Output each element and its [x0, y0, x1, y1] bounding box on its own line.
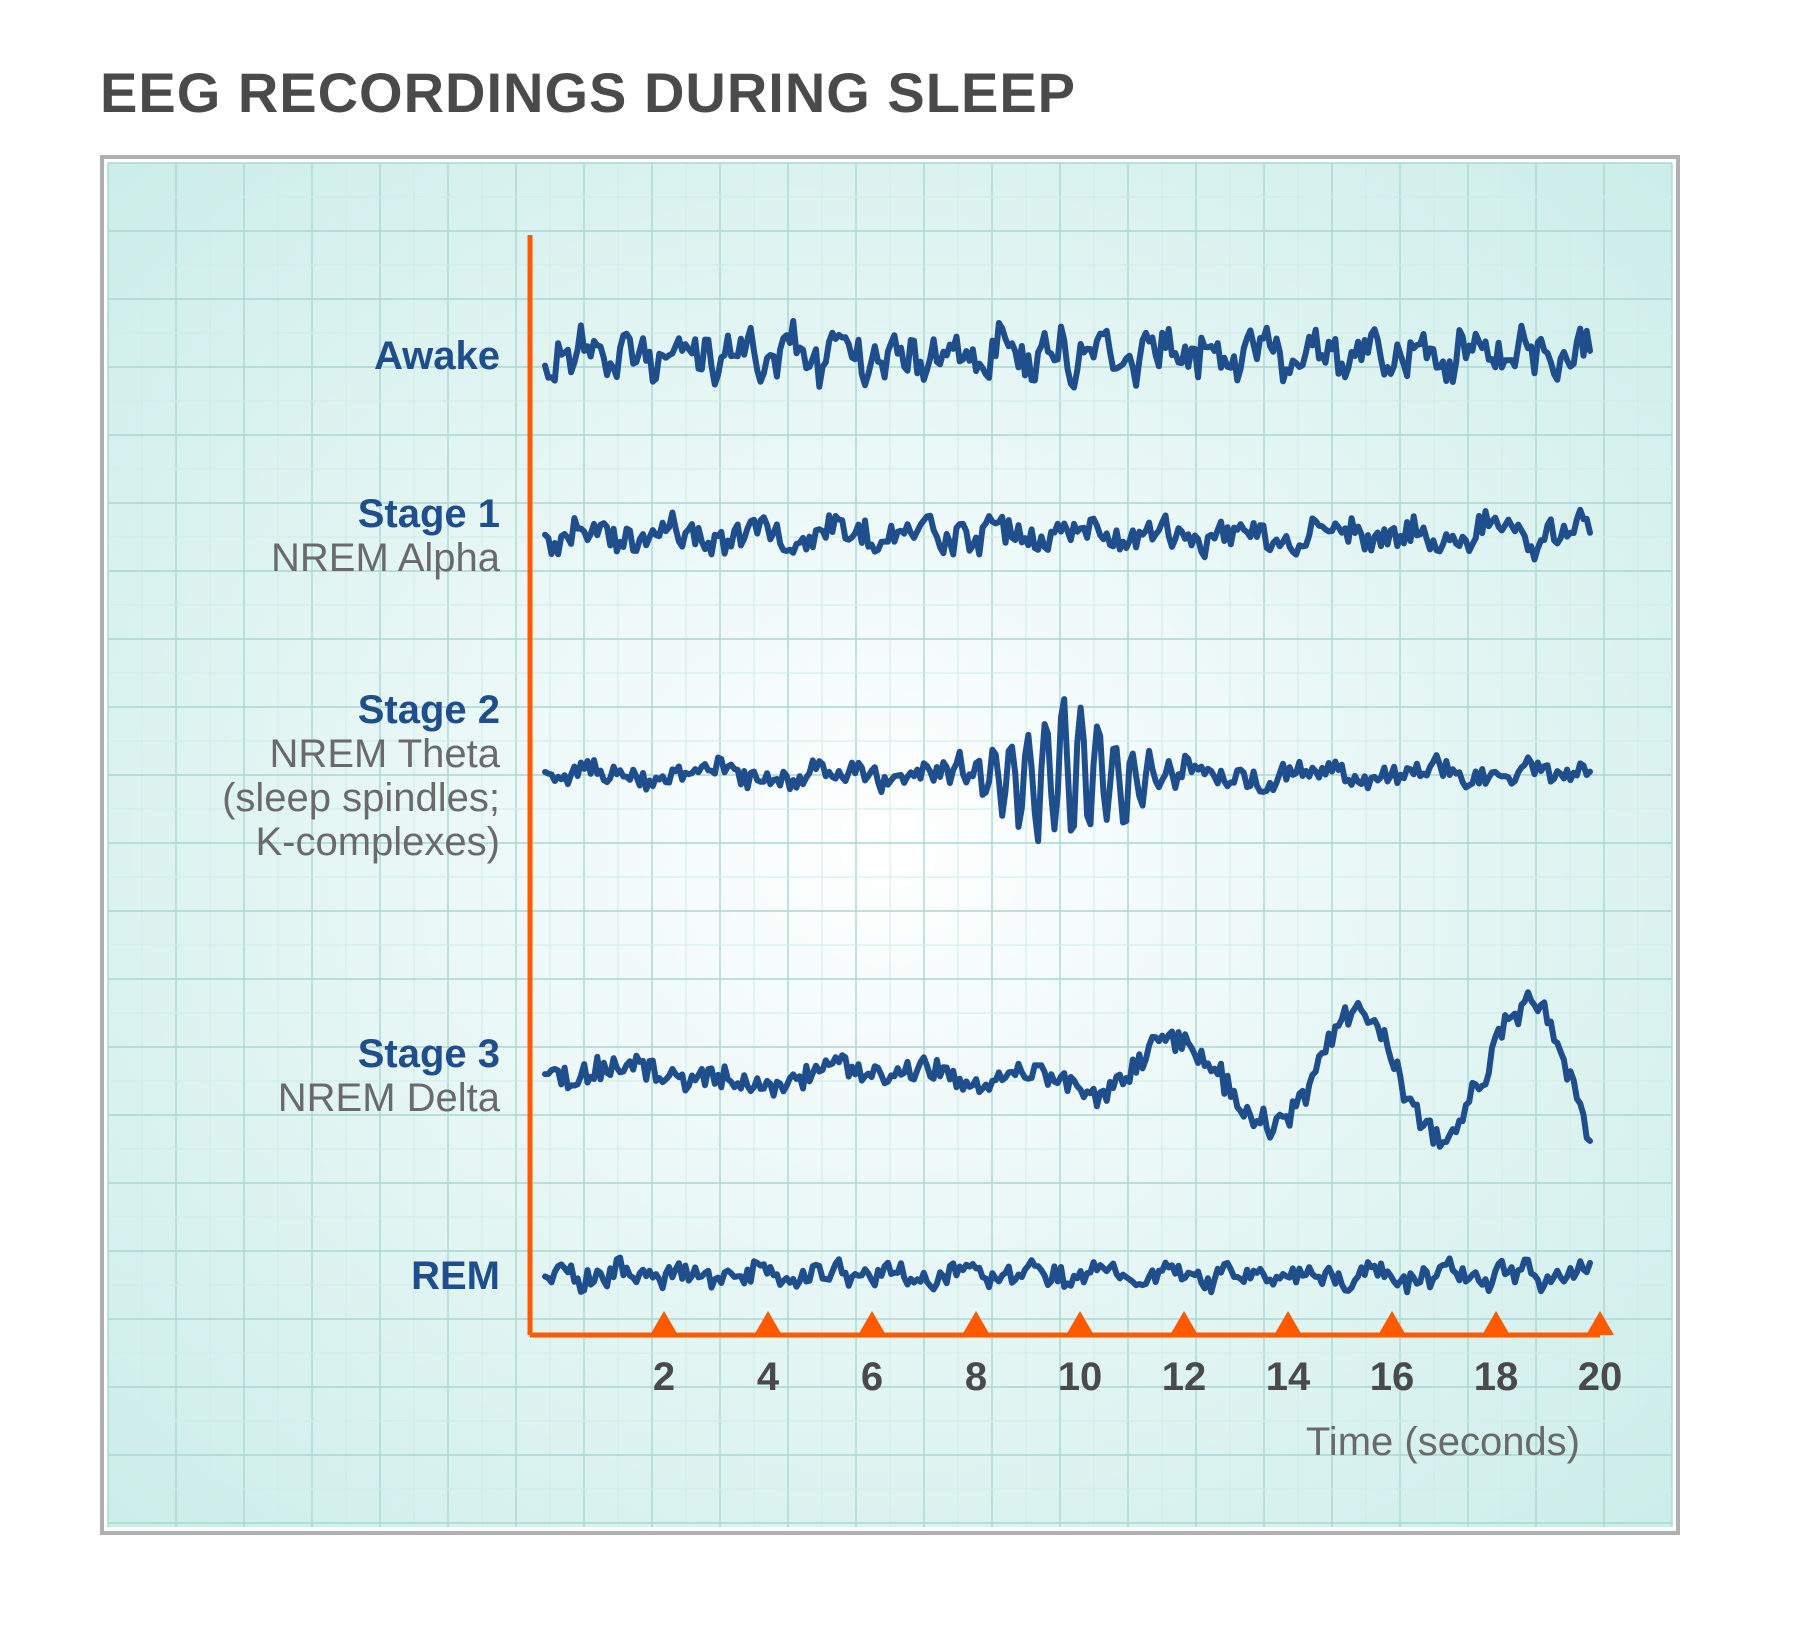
x-tick-label: 8 — [965, 1355, 987, 1399]
eeg-chart: 2 4 6 8 10 12 14 16 18 20 Time (seconds) Awake Stage… — [100, 155, 1680, 1535]
x-tick-label: 16 — [1370, 1355, 1415, 1399]
track-label-title: Stage 1 — [358, 492, 500, 536]
x-axis-label: Time (seconds) — [1306, 1420, 1580, 1464]
x-tick-label: 10 — [1058, 1355, 1103, 1399]
track-label-title: Awake — [374, 334, 500, 378]
track-label-sub: (sleep spindles; — [222, 776, 500, 820]
x-tick-label: 20 — [1578, 1355, 1623, 1399]
track-label-sub: K-complexes) — [255, 820, 500, 864]
x-tick-label: 12 — [1162, 1355, 1207, 1399]
track-label-title: Stage 2 — [358, 688, 500, 732]
x-tick-label: 4 — [757, 1355, 780, 1399]
track-label-title: REM — [411, 1254, 500, 1298]
x-tick-label: 6 — [861, 1355, 883, 1399]
track-label-sub: NREM Alpha — [271, 536, 501, 580]
x-tick-label: 2 — [653, 1355, 675, 1399]
chart-title: EEG RECORDINGS DURING SLEEP — [100, 60, 1696, 125]
x-tick-label: 18 — [1474, 1355, 1519, 1399]
track-label-sub: NREM Theta — [270, 732, 501, 776]
track-label-title: Stage 3 — [358, 1032, 500, 1076]
track-label-sub: NREM Delta — [278, 1076, 501, 1120]
x-tick-label: 14 — [1266, 1355, 1311, 1399]
